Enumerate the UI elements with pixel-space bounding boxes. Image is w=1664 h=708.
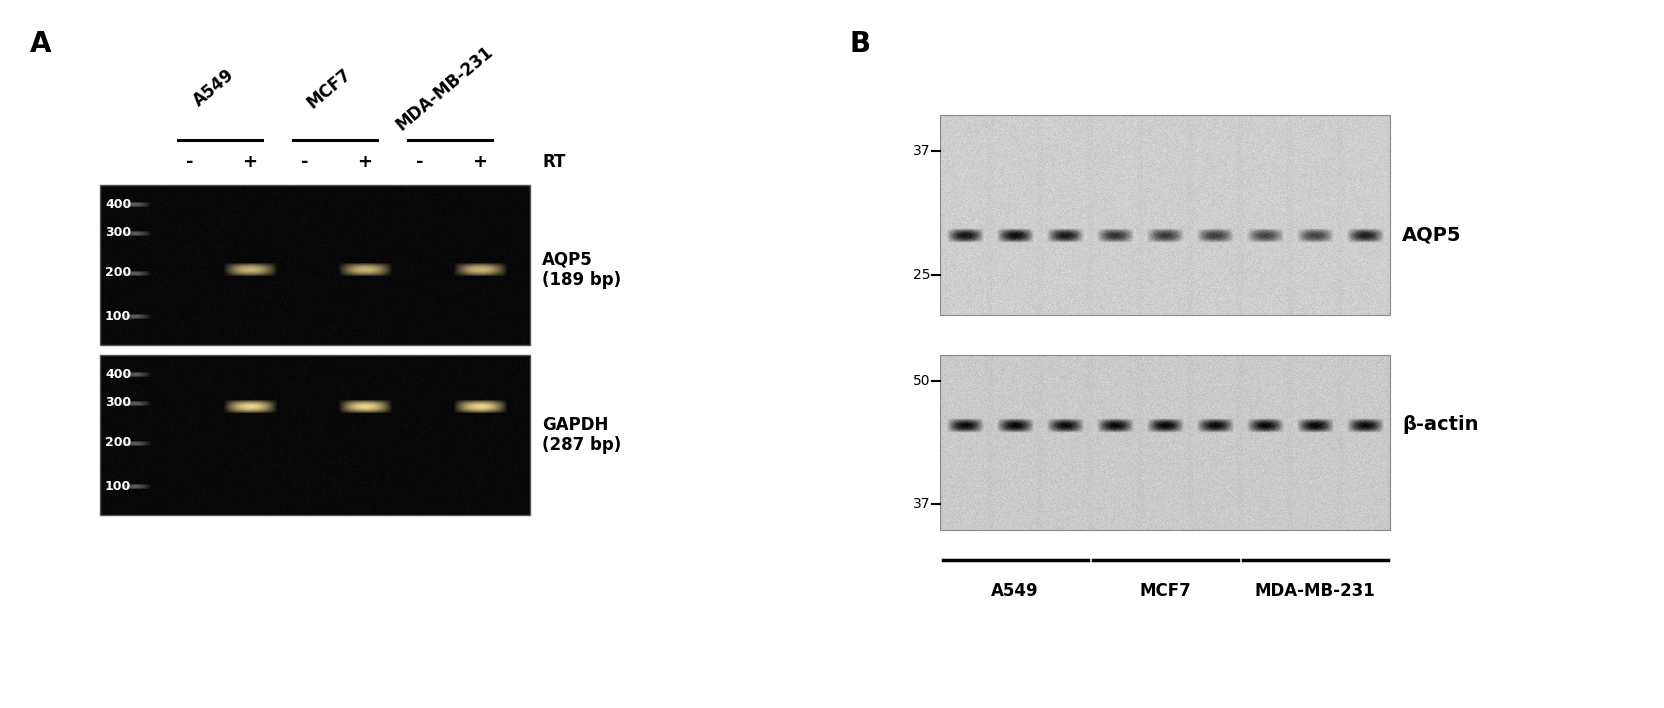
Text: 300: 300 [65, 396, 93, 410]
Text: -: - [186, 153, 193, 171]
Text: MDA-MB-231: MDA-MB-231 [1255, 582, 1376, 600]
Text: 100: 100 [65, 479, 93, 493]
Text: A: A [30, 30, 52, 58]
Text: 25: 25 [912, 268, 930, 282]
Text: AQP5
(189 bp): AQP5 (189 bp) [542, 251, 621, 289]
Text: 400: 400 [105, 198, 131, 211]
Text: 200: 200 [65, 436, 93, 450]
Text: 50: 50 [912, 375, 930, 388]
Text: B: B [850, 30, 872, 58]
Text: GAPDH
(287 bp): GAPDH (287 bp) [542, 416, 621, 455]
Bar [940, 355, 1389, 530]
Text: 100: 100 [105, 309, 131, 323]
Text: 37: 37 [912, 497, 930, 510]
Text: -: - [416, 153, 424, 171]
Text: RT: RT [542, 153, 566, 171]
Bar [940, 115, 1389, 315]
Text: 200: 200 [105, 266, 131, 280]
Text: 300: 300 [65, 226, 93, 240]
Text: A549: A549 [992, 582, 1038, 600]
Text: MCF7: MCF7 [1140, 582, 1191, 600]
Text: 300: 300 [105, 396, 131, 409]
Text: +: + [473, 153, 488, 171]
Text: AQP5: AQP5 [1403, 226, 1461, 244]
Text: β-actin: β-actin [1403, 416, 1479, 435]
Text: 100: 100 [65, 309, 93, 323]
Text: 300: 300 [105, 227, 131, 239]
Text: 37: 37 [912, 144, 930, 158]
Text: 200: 200 [65, 266, 93, 280]
Bar [100, 185, 531, 345]
Text: MCF7: MCF7 [303, 64, 354, 112]
Text: 400: 400 [65, 367, 93, 381]
Text: 200: 200 [105, 437, 131, 450]
Text: 400: 400 [65, 198, 93, 211]
Text: +: + [243, 153, 258, 171]
Text: -: - [301, 153, 310, 171]
Text: 400: 400 [105, 367, 131, 381]
Text: MDA-MB-231: MDA-MB-231 [393, 42, 496, 134]
Text: 100: 100 [105, 480, 131, 493]
Text: +: + [358, 153, 373, 171]
Bar [100, 355, 531, 515]
Text: A549: A549 [190, 66, 238, 110]
